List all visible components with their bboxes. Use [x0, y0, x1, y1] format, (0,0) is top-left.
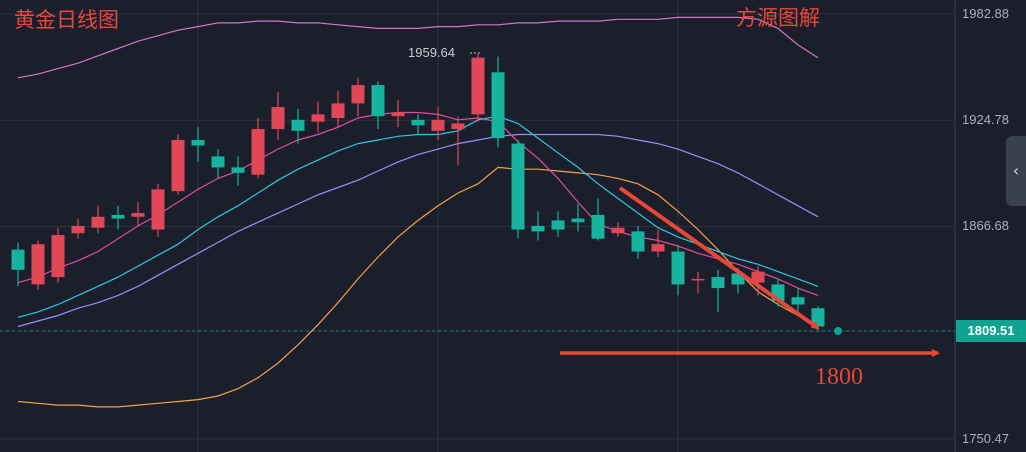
- candle-body: [291, 119, 305, 131]
- max-price-label: 1959.64: [408, 45, 455, 60]
- candle: [511, 139, 525, 239]
- candle-body: [731, 273, 745, 285]
- downtrend-arrow: [618, 186, 820, 330]
- candle-body: [351, 85, 365, 104]
- candle-body: [551, 220, 565, 230]
- candle: [211, 149, 225, 179]
- candle-body: [71, 225, 85, 234]
- chevron-left-icon: ‹: [1012, 161, 1020, 180]
- candle: [291, 108, 305, 144]
- candle: [271, 92, 285, 140]
- candle: [751, 266, 765, 296]
- candle: [11, 242, 25, 287]
- candle: [311, 101, 325, 133]
- series-boll-upper: [17, 16, 819, 79]
- candle: [551, 211, 565, 237]
- candle: [111, 205, 125, 230]
- candle-body: [391, 112, 405, 117]
- candle: [631, 225, 645, 259]
- candle-body: [671, 251, 685, 285]
- candle-body: [631, 231, 645, 252]
- candle-body: [711, 277, 725, 289]
- candle: [391, 99, 405, 128]
- candle-body: [311, 114, 325, 122]
- candle-body: [111, 214, 125, 219]
- target-price-label: 1800: [815, 364, 863, 390]
- candle-body: [91, 216, 105, 228]
- candle-body: [171, 139, 185, 192]
- last-point-marker: [834, 327, 842, 336]
- candle: [171, 134, 185, 195]
- candle-body: [251, 128, 265, 175]
- author-label: 方源图解: [736, 6, 820, 30]
- candle-body: [51, 235, 65, 278]
- series-boll-lower: [17, 166, 819, 408]
- candle: [251, 118, 265, 179]
- annotations: [560, 186, 940, 357]
- candle-body: [371, 85, 385, 117]
- candle-body: [471, 57, 485, 115]
- candle: [531, 211, 545, 241]
- candle-body: [751, 271, 765, 283]
- series-ma-medium: [17, 115, 819, 318]
- candle-body: [691, 278, 705, 281]
- candle-body: [531, 225, 545, 232]
- candle: [131, 202, 145, 226]
- candle-body: [31, 244, 45, 285]
- candle: [91, 205, 105, 234]
- candle: [351, 77, 365, 117]
- candle: [51, 227, 65, 283]
- candle-body: [451, 123, 465, 129]
- candle-body: [591, 214, 605, 239]
- candle-body: [791, 297, 805, 305]
- candle: [371, 81, 385, 129]
- y-tick-label: 1982.88: [962, 6, 1009, 21]
- series-ma-short: [17, 111, 819, 296]
- candle-body: [231, 167, 245, 173]
- candle: [331, 90, 345, 128]
- candle: [591, 198, 605, 241]
- candle: [691, 271, 705, 294]
- candle-body: [11, 249, 25, 270]
- candle: [611, 222, 625, 237]
- candle: [651, 229, 665, 257]
- candle-body: [571, 218, 585, 223]
- candle-body: [511, 143, 525, 230]
- candle-body: [191, 139, 205, 146]
- series-ma-mid: [17, 133, 819, 328]
- candle: [671, 246, 685, 296]
- y-tick-label: 1924.78: [962, 112, 1009, 128]
- candle-body: [151, 189, 165, 230]
- candle: [71, 218, 85, 239]
- candle: [451, 116, 465, 166]
- candle: [471, 54, 485, 122]
- candle: [711, 269, 725, 312]
- candle: [791, 288, 805, 312]
- candle: [491, 56, 505, 148]
- candle: [231, 156, 245, 186]
- candle-body: [611, 227, 625, 234]
- collapse-panel-button[interactable]: ‹: [1006, 136, 1026, 206]
- candle: [31, 240, 45, 290]
- candle-body: [651, 244, 665, 252]
- indicator-lines: [17, 16, 819, 408]
- candle: [431, 107, 445, 140]
- candle-body: [491, 72, 505, 139]
- candle: [151, 183, 165, 237]
- candle-body: [431, 119, 445, 131]
- candle-body: [211, 156, 225, 168]
- candle-body: [271, 107, 285, 129]
- chart-title: 黄金日线图: [14, 8, 119, 32]
- y-tick-label: 1750.47: [962, 431, 1009, 446]
- candle: [191, 127, 205, 162]
- last-price-badge: 1809.51: [956, 320, 1026, 343]
- y-tick-label: 1866.68: [962, 218, 1009, 234]
- candle: [411, 114, 425, 135]
- candle-body: [411, 119, 425, 126]
- candles: [11, 54, 842, 336]
- candle: [571, 203, 585, 232]
- candle-body: [131, 213, 145, 217]
- candle-body: [331, 103, 345, 119]
